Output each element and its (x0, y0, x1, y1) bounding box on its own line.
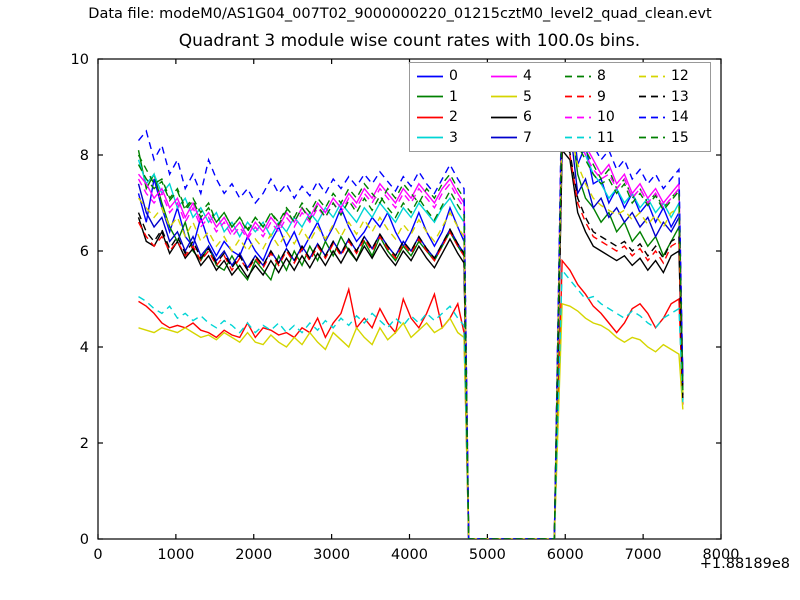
legend-swatch-0 (417, 75, 443, 78)
x-tick-label: 2000 (235, 547, 272, 563)
y-tick-label: 4 (80, 340, 89, 356)
legend-swatch-15 (639, 136, 665, 139)
legend-swatch-3 (417, 136, 443, 139)
legend-swatch-10 (565, 116, 591, 119)
legend-swatch-8 (565, 75, 591, 78)
legend-label-12: 12 (671, 68, 689, 85)
legend-entry-11[interactable]: 11 (560, 128, 634, 149)
series-line-15 (137, 99, 684, 539)
legend-label-13: 13 (671, 88, 689, 105)
legend-entry-7[interactable]: 7 (486, 128, 560, 149)
legend-swatch-11 (565, 136, 591, 139)
series-line-13 (137, 141, 684, 539)
x-tick-label: 4000 (391, 547, 428, 563)
x-axis-offset-label: +1.88189e8 (699, 556, 790, 572)
x-tick-label: 1000 (157, 547, 194, 563)
legend-swatch-9 (565, 95, 591, 98)
series-line-5 (138, 302, 684, 539)
legend-entry-14[interactable]: 14 (634, 107, 708, 128)
legend-entry-0[interactable]: 0 (412, 66, 486, 87)
legend-entry-12[interactable]: 12 (634, 66, 708, 87)
y-tick-label: 0 (80, 532, 89, 548)
legend-swatch-14 (639, 116, 665, 119)
legend-label-11: 11 (597, 129, 615, 146)
legend-swatch-12 (639, 75, 665, 78)
legend-entry-15[interactable]: 15 (634, 128, 708, 149)
legend-swatch-6 (491, 116, 517, 119)
legend-swatch-4 (491, 75, 517, 78)
x-tick-label: 3000 (313, 547, 350, 563)
series-line-0 (137, 92, 684, 539)
series-line-12 (137, 113, 684, 539)
legend-swatch-13 (639, 95, 665, 98)
legend-entry-8[interactable]: 8 (560, 66, 634, 87)
legend[interactable]: 0 1 2 3 4 5 6 7 8 9 10 11 12 13 14 15 (409, 62, 711, 152)
series-line-6 (137, 148, 684, 539)
legend-label-3: 3 (449, 129, 458, 146)
legend-entry-2[interactable]: 2 (412, 107, 486, 128)
series-line-14 (137, 65, 684, 539)
series-line-3 (137, 75, 684, 539)
x-tick-label: 8000 (703, 547, 740, 563)
plot-title: Quadrant 3 module wise count rates with … (178, 31, 641, 51)
data-file-caption: Data file: modeM0/AS1G04_007T02_90000002… (88, 6, 712, 22)
series-line-4 (137, 80, 684, 539)
legend-entry-6[interactable]: 6 (486, 107, 560, 128)
legend-label-15: 15 (671, 129, 689, 146)
legend-label-7: 7 (523, 129, 532, 146)
legend-entry-5[interactable]: 5 (486, 87, 560, 108)
legend-label-6: 6 (523, 109, 532, 126)
legend-entry-1[interactable]: 1 (412, 87, 486, 108)
legend-label-9: 9 (597, 88, 606, 105)
y-tick-label: 8 (80, 148, 89, 164)
legend-entry-13[interactable]: 13 (634, 87, 708, 108)
legend-swatch-5 (491, 95, 517, 98)
series-line-11 (138, 268, 684, 539)
y-tick-label: 2 (80, 436, 89, 452)
series-line-10 (137, 90, 684, 539)
series-line-8 (137, 87, 684, 539)
x-tick-label: 5000 (469, 547, 506, 563)
legend-entry-3[interactable]: 3 (412, 128, 486, 149)
series-line-9 (137, 143, 684, 539)
legend-label-8: 8 (597, 68, 606, 85)
series-line-7 (137, 123, 684, 539)
legend-swatch-1 (417, 95, 443, 98)
legend-swatch-2 (417, 116, 443, 119)
legend-label-1: 1 (449, 88, 458, 105)
legend-label-10: 10 (597, 109, 615, 126)
legend-swatch-7 (491, 136, 517, 139)
legend-label-14: 14 (671, 109, 689, 126)
y-tick-label: 6 (80, 244, 89, 260)
legend-label-5: 5 (523, 88, 532, 105)
legend-entry-4[interactable]: 4 (486, 66, 560, 87)
legend-label-4: 4 (523, 68, 532, 85)
x-tick-label: 0 (93, 547, 102, 563)
legend-entry-10[interactable]: 10 (560, 107, 634, 128)
legend-label-0: 0 (449, 68, 458, 85)
series-line-2 (138, 258, 684, 539)
legend-label-2: 2 (449, 109, 458, 126)
legend-entry-9[interactable]: 9 (560, 87, 634, 108)
x-tick-label: 6000 (547, 547, 584, 563)
y-tick-label: 10 (71, 52, 89, 68)
x-tick-label: 7000 (625, 547, 662, 563)
